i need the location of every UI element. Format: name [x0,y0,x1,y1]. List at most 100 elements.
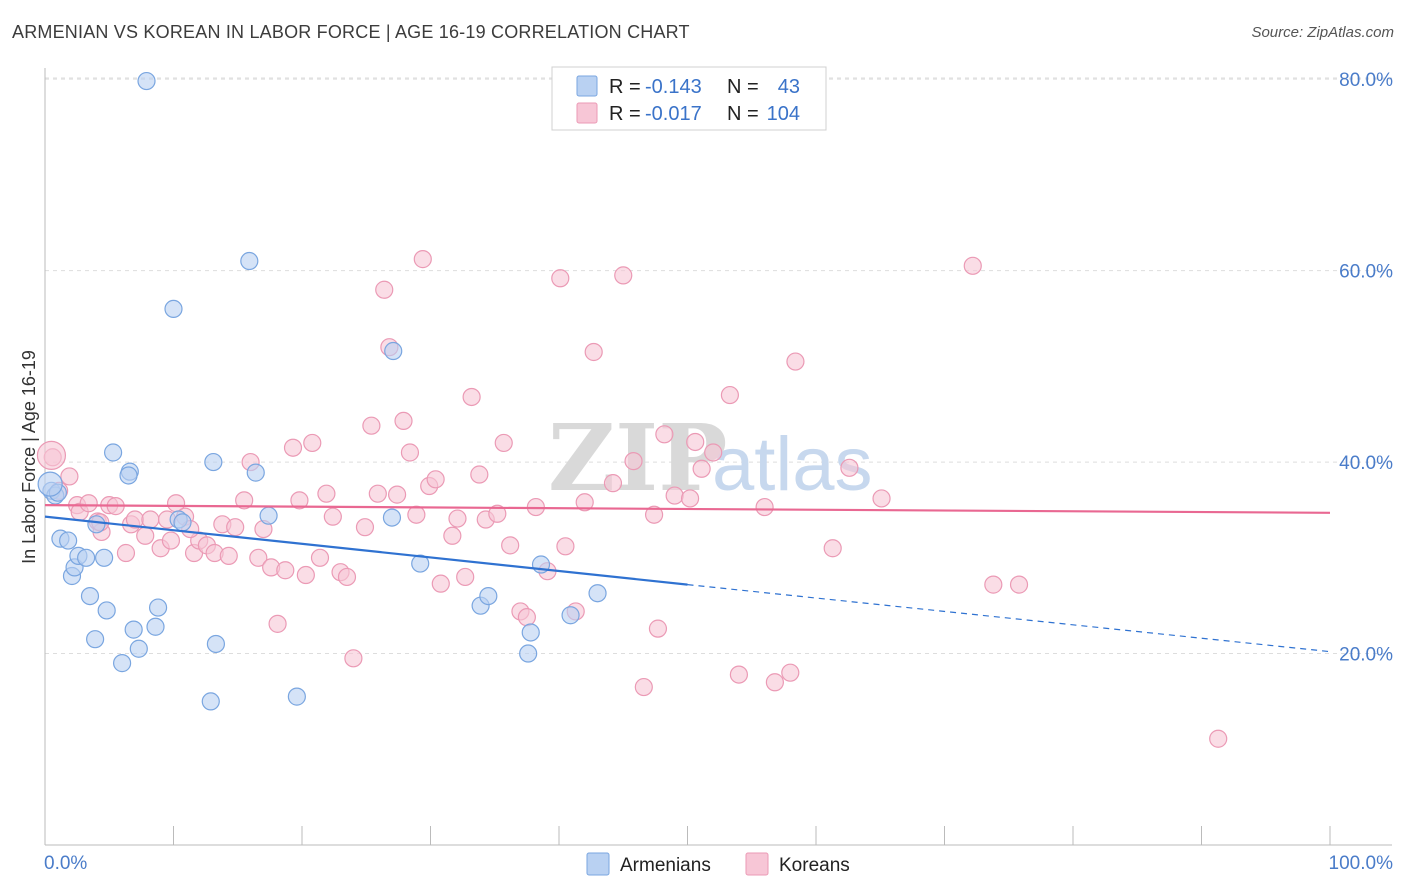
point-koreans [551,269,570,288]
point-koreans [584,342,603,362]
point-koreans [556,537,575,556]
x-tick-label-max: 100.0% [1329,853,1394,874]
point-koreans [317,484,336,503]
point-koreans [692,459,711,478]
point-koreans [680,489,700,508]
point-armenians [129,639,148,658]
point-koreans [470,465,489,484]
point-koreans [283,438,303,457]
point-koreans [141,510,160,529]
point-armenians [519,644,538,663]
legend-r-value-armenians: -0.143 [645,76,702,98]
x-tick-label-min: 0.0% [44,853,87,874]
point-armenians [259,506,278,525]
legend-n-value-armenians: 43 [778,76,800,98]
point-koreans [407,505,426,524]
point-koreans [603,474,623,493]
point-koreans [765,673,784,692]
point-armenians [97,601,116,620]
point-armenians [382,508,402,527]
point-koreans [136,526,155,545]
point-koreans [720,385,740,405]
bottom-legend-swatch-armenians [586,852,610,876]
point-armenians [521,623,540,642]
point-armenians [561,606,580,625]
point-koreans [276,561,295,580]
point-armenians [146,617,165,636]
point-armenians [240,251,259,271]
legend-box [551,66,827,131]
point-koreans [413,250,432,269]
point-armenians [112,654,132,673]
point-koreans [362,416,381,435]
grid-lines [45,77,1392,655]
point-koreans [1009,575,1029,594]
legend-r-label-koreans: R = [609,103,641,125]
point-koreans [634,677,653,697]
legend-swatch-armenians [576,75,598,97]
legend-n-label-armenians: N = [727,76,759,98]
legend-n-value-koreans: 104 [767,103,800,125]
legend-r-label-armenians: R = [609,76,641,98]
point-koreans [219,546,238,565]
point-armenians [124,620,143,639]
trend-line-koreans [44,504,1331,514]
point-koreans [729,665,749,684]
point-koreans [303,433,322,453]
point-koreans [296,565,315,585]
y-tick-label: 20.0% [1339,645,1393,666]
point-koreans [323,507,342,526]
point-koreans [116,543,136,563]
point-armenians [59,531,78,550]
y-tick-label: 60.0% [1339,262,1393,283]
point-koreans [494,433,513,453]
point-koreans [79,494,98,513]
point-armenians [80,586,100,606]
point-koreans [1209,729,1228,748]
point-koreans [644,505,664,524]
legend-r-value-koreans: -0.017 [645,103,702,125]
correlation-legend: R = -0.143 N = 43 R = -0.017 N = 104 [551,66,827,131]
point-koreans [387,485,407,504]
point-koreans [344,649,363,668]
legend-n-label-koreans: N = [727,103,759,125]
point-koreans [517,608,536,627]
bottom-legend-swatch-koreans [745,852,769,876]
data-points [36,71,1228,748]
point-armenians [119,466,138,485]
point-armenians [246,463,265,482]
point-koreans [60,467,79,486]
point-armenians [588,584,607,603]
point-koreans [355,518,375,537]
trend-line-armenians [44,515,688,586]
point-armenians [173,513,192,532]
point-armenians [87,515,106,534]
bottom-legend-label-koreans: Koreans [779,855,850,876]
point-koreans [755,497,774,517]
point-koreans [161,531,181,550]
point-armenians [287,687,306,706]
point-koreans [337,567,357,587]
point-armenians [204,452,223,472]
point-koreans [501,536,520,555]
point-koreans [368,484,387,503]
point-koreans [375,280,394,299]
point-koreans [781,663,800,682]
trend-line-armenians-extension [687,584,1331,653]
point-koreans [249,548,268,567]
point-koreans [426,470,445,489]
point-armenians [411,554,430,573]
point-koreans [448,509,467,528]
y-tick-label: 80.0% [1339,70,1393,91]
point-armenians [77,548,96,567]
trend-lines [44,504,1331,653]
point-koreans [310,548,330,567]
y-axis-label: In Labor Force | Age 16-19 [19,350,39,564]
point-koreans [36,440,67,470]
point-armenians [164,299,183,319]
point-armenians [137,71,156,91]
point-koreans [648,619,668,638]
point-koreans [655,425,674,444]
legend-swatch-koreans [576,102,598,124]
